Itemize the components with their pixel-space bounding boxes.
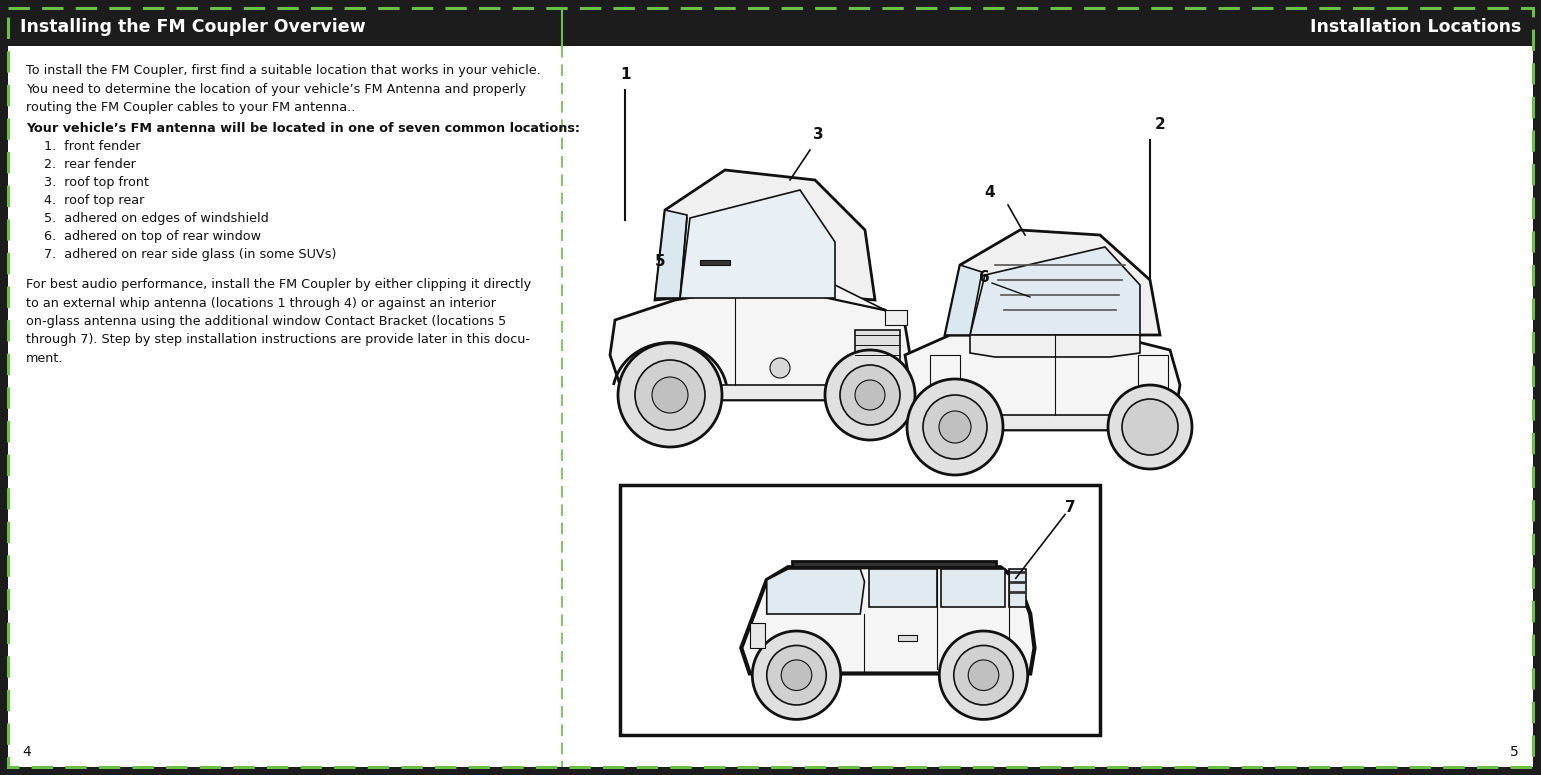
Circle shape bbox=[938, 411, 971, 443]
Text: 7: 7 bbox=[1065, 500, 1076, 515]
Text: 3: 3 bbox=[814, 127, 823, 142]
Text: Installation Locations: Installation Locations bbox=[1310, 18, 1521, 36]
Bar bbox=[942, 569, 1005, 607]
Polygon shape bbox=[610, 295, 911, 400]
Text: 4.  roof top rear: 4. roof top rear bbox=[45, 194, 145, 207]
Circle shape bbox=[940, 631, 1028, 719]
Circle shape bbox=[968, 660, 999, 691]
Bar bbox=[898, 636, 917, 641]
Text: 4: 4 bbox=[22, 745, 31, 759]
Text: 2.  rear fender: 2. rear fender bbox=[45, 158, 136, 171]
Bar bbox=[855, 330, 900, 365]
Polygon shape bbox=[655, 210, 687, 298]
Text: Installing the FM Coupler Overview: Installing the FM Coupler Overview bbox=[20, 18, 365, 36]
Circle shape bbox=[824, 350, 915, 440]
Circle shape bbox=[652, 377, 687, 413]
Circle shape bbox=[908, 379, 1003, 475]
Circle shape bbox=[855, 380, 885, 410]
Polygon shape bbox=[680, 190, 835, 298]
Text: 4: 4 bbox=[985, 185, 995, 200]
Circle shape bbox=[1122, 399, 1177, 455]
Bar bbox=[1009, 569, 1026, 607]
Circle shape bbox=[781, 660, 812, 691]
Polygon shape bbox=[655, 170, 875, 300]
Polygon shape bbox=[969, 247, 1140, 335]
Text: For best audio performance, install the FM Coupler by either clipping it directl: For best audio performance, install the … bbox=[26, 278, 532, 365]
Bar bbox=[619, 485, 1100, 735]
Polygon shape bbox=[704, 275, 885, 310]
Polygon shape bbox=[792, 561, 995, 567]
Polygon shape bbox=[666, 385, 855, 400]
Polygon shape bbox=[905, 335, 1180, 430]
Text: 5: 5 bbox=[1510, 745, 1519, 759]
Circle shape bbox=[752, 631, 841, 719]
Circle shape bbox=[923, 395, 986, 459]
Text: 7.  adhered on rear side glass (in some SUVs): 7. adhered on rear side glass (in some S… bbox=[45, 248, 336, 261]
Circle shape bbox=[954, 646, 1014, 705]
Polygon shape bbox=[741, 567, 1034, 673]
Text: Your vehicle’s FM antenna will be located in one of seven common locations:: Your vehicle’s FM antenna will be locate… bbox=[26, 122, 579, 135]
Circle shape bbox=[770, 358, 791, 378]
Text: 6: 6 bbox=[979, 270, 989, 284]
Circle shape bbox=[1108, 385, 1193, 469]
Text: 5.  adhered on edges of windshield: 5. adhered on edges of windshield bbox=[45, 212, 268, 225]
Bar bbox=[700, 260, 730, 265]
Text: 3.  roof top front: 3. roof top front bbox=[45, 176, 149, 189]
Polygon shape bbox=[969, 335, 1140, 357]
Circle shape bbox=[767, 646, 826, 705]
Text: To install the FM Coupler, first find a suitable location that works in your veh: To install the FM Coupler, first find a … bbox=[26, 64, 541, 114]
Circle shape bbox=[840, 365, 900, 425]
Text: 5: 5 bbox=[655, 254, 666, 270]
Bar bbox=[8, 8, 1533, 46]
Text: 1: 1 bbox=[619, 67, 630, 82]
Bar bbox=[1137, 355, 1168, 395]
Text: 6.  adhered on top of rear window: 6. adhered on top of rear window bbox=[45, 230, 260, 243]
Bar bbox=[931, 355, 960, 390]
Circle shape bbox=[618, 343, 723, 447]
Bar bbox=[885, 310, 908, 325]
Text: 2: 2 bbox=[1156, 117, 1165, 132]
Polygon shape bbox=[945, 265, 982, 335]
Bar bbox=[750, 622, 764, 648]
Polygon shape bbox=[767, 569, 865, 614]
Polygon shape bbox=[945, 230, 1160, 335]
Bar bbox=[869, 569, 937, 607]
Text: 1.  front fender: 1. front fender bbox=[45, 140, 140, 153]
Bar bbox=[966, 636, 985, 641]
Circle shape bbox=[635, 360, 704, 430]
Polygon shape bbox=[969, 415, 1130, 430]
